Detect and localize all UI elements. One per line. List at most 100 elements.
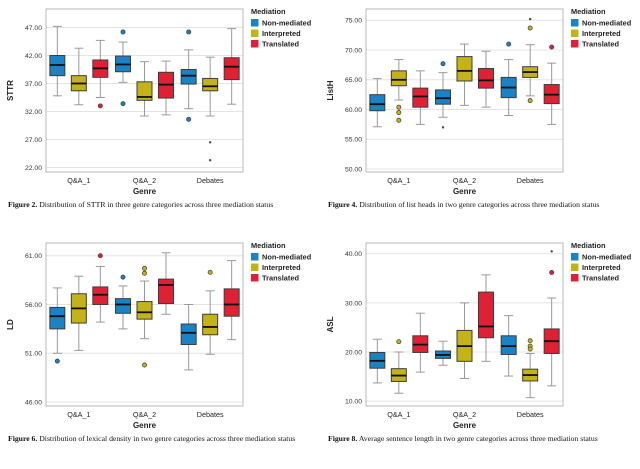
legend: Mediation Non-mediated InterpretedTranslat… <box>571 241 632 282</box>
legend-swatch-interpreted <box>251 29 259 37</box>
legend-label: Interpreted <box>262 29 301 38</box>
figure-caption-label: Figure 2. <box>8 200 38 209</box>
series-non-mediated <box>49 25 197 122</box>
figure-caption-text: Distribution of STTR in three genre cate… <box>39 200 274 209</box>
extreme-marker <box>550 250 553 253</box>
x-axis-title: Genre <box>133 421 157 430</box>
figure-caption-label: Figure 6. <box>8 434 38 443</box>
series-translated <box>92 252 240 341</box>
legend-title: Mediation <box>251 241 286 250</box>
box <box>202 77 219 92</box>
boxplot-chart-ld: 46.00 51.00 56.00 61.00 LD Q&A_1 Q&A_2 Debates G… <box>6 241 312 430</box>
boxplot-chart-sttr: 22.00 27.00 32.00 37.00 42.00 47.00 STTR Q&A_1 Q… <box>6 7 312 196</box>
x-tick-label: Q&A_2 <box>133 410 156 419</box>
outlier-dot <box>396 117 402 123</box>
y-axis-title: ListH <box>326 80 335 100</box>
plot-frame <box>365 242 564 407</box>
box <box>412 87 429 108</box>
figure-caption-text: Distribution of lexical density in two g… <box>39 434 296 443</box>
box <box>223 288 240 317</box>
x-tick-label: Debates <box>197 410 224 419</box>
box <box>223 57 240 81</box>
y-tick-label: 50.00 <box>345 166 362 173</box>
outlier-dot <box>549 270 555 275</box>
outlier-dot <box>120 101 126 107</box>
legend-label: Translated <box>262 273 299 282</box>
x-tick-label: Q&A_2 <box>133 176 156 185</box>
x-axis-title: Genre <box>453 421 477 430</box>
plot-frame <box>45 242 244 407</box>
x-tick-label: Debates <box>517 410 544 419</box>
outlier-dot <box>97 103 103 109</box>
legend-swatch-translated <box>571 40 579 48</box>
plot-frame <box>45 8 244 173</box>
series-interpreted <box>70 265 219 368</box>
box <box>478 67 494 89</box>
x-tick-label: Q&A_2 <box>453 410 476 419</box>
x-tick-label: Q&A_2 <box>453 176 476 185</box>
outlier-dot <box>142 270 147 276</box>
outlier-dot <box>440 61 446 67</box>
legend-label: Translated <box>262 39 299 48</box>
outlier-dot <box>396 110 402 115</box>
figure-caption-text: Average sentence length in two genre cat… <box>358 434 598 443</box>
y-tick-label: 46.00 <box>25 399 42 406</box>
outlier-dot <box>506 41 512 47</box>
box <box>390 70 407 87</box>
outlier-dot <box>120 274 126 280</box>
box <box>136 301 153 320</box>
outlier-dot <box>527 25 533 31</box>
x-axis-title: Genre <box>133 187 157 196</box>
legend-swatch-interpreted <box>251 263 259 271</box>
figure-6: 46.00 51.00 56.00 61.00 LD Q&A_1 Q&A_2 Debates G… <box>0 234 320 469</box>
outlier-dot <box>142 362 147 368</box>
figure-caption: Figure 2. Distribution of STTR in three … <box>8 199 314 210</box>
outlier-dot <box>527 346 533 352</box>
legend-swatch-translated <box>571 274 579 282</box>
y-tick-label: 20.00 <box>345 349 362 356</box>
box <box>92 286 109 305</box>
legend: Mediation Non-mediated InterpretedTranslat… <box>571 7 632 48</box>
series-translated <box>412 44 560 125</box>
figure-4: 50.00 55.00 60.00 65.00 70.00 75.00 ListH Q&A_1… <box>320 0 640 234</box>
outlier-dot <box>120 29 126 35</box>
figure-caption-label: Figure 8. <box>328 434 358 443</box>
outlier-dot <box>186 29 192 35</box>
legend-title: Mediation <box>571 241 606 250</box>
series-translated <box>92 28 240 116</box>
x-tick-label: Q&A_1 <box>387 176 410 185</box>
legend-swatch-interpreted <box>571 263 579 271</box>
box <box>158 278 174 305</box>
legend-swatch-non-mediated <box>251 19 259 27</box>
outlier-dot <box>527 338 533 344</box>
y-tick-label: 60.00 <box>345 107 362 114</box>
x-tick-label: Q&A_1 <box>387 410 410 419</box>
outlier-dot <box>186 116 192 122</box>
outlier-dot <box>207 269 213 275</box>
box <box>369 94 386 112</box>
series-interpreted <box>70 47 219 162</box>
legend-title: Mediation <box>251 7 286 16</box>
box <box>435 89 451 105</box>
box <box>136 81 153 101</box>
legend-swatch-non-mediated <box>571 253 579 261</box>
series-non-mediated <box>369 41 517 129</box>
box <box>202 313 219 336</box>
legend-label: Non-mediated <box>582 252 632 261</box>
extreme-marker <box>441 126 445 129</box>
series-translated <box>412 250 560 387</box>
y-tick-label: 65.00 <box>345 77 362 84</box>
outlier-dot <box>527 98 533 104</box>
y-tick-label: 22.00 <box>25 165 42 172</box>
box <box>478 291 494 339</box>
figure-8: 10.00 20.00 30.00 40.00 ASL Q&A_1 Q&A_2 Debates… <box>320 234 640 469</box>
box <box>115 298 131 314</box>
outlier-dot <box>97 253 103 259</box>
legend-label: Interpreted <box>582 29 621 38</box>
legend-label: Non-mediated <box>582 18 632 27</box>
y-tick-label: 42.00 <box>25 53 42 60</box>
x-axis-title: Genre <box>453 187 477 196</box>
y-tick-label: 47.00 <box>25 25 42 32</box>
legend-label: Non-mediated <box>262 252 312 261</box>
figure-2: 22.00 27.00 32.00 37.00 42.00 47.00 STTR Q&A_1 Q… <box>0 0 320 234</box>
